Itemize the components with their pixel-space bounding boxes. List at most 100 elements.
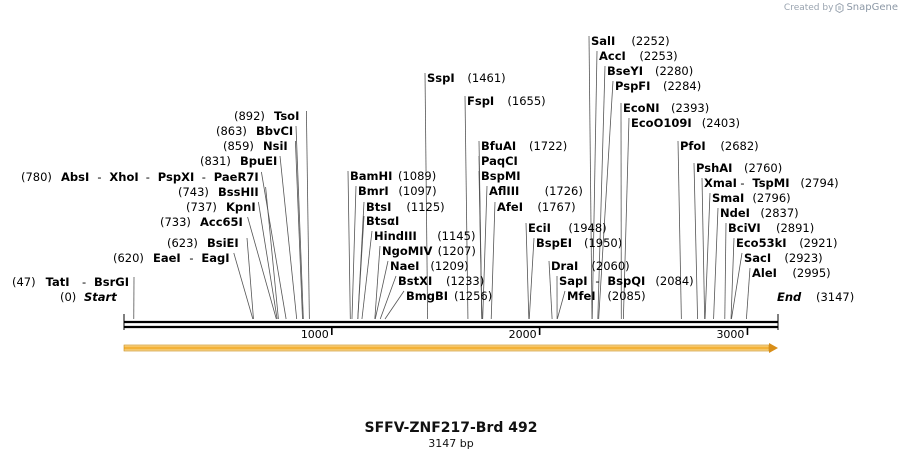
start-position: (0) bbox=[60, 290, 76, 304]
site-enzyme-name[interactable]: Eco53kI bbox=[736, 236, 787, 250]
site-enzyme-name[interactable]: BssHII bbox=[218, 185, 259, 199]
site-leader-line bbox=[424, 72, 429, 320]
site-position: (863) bbox=[216, 124, 247, 138]
site-enzyme-name[interactable]: AflIII bbox=[489, 184, 519, 198]
site-enzyme-name[interactable]: XhoI bbox=[109, 170, 138, 184]
site-enzyme-name[interactable]: PspXI bbox=[158, 170, 194, 184]
site-leader-line bbox=[591, 50, 598, 320]
site-enzyme-name[interactable]: BbvCI bbox=[256, 124, 293, 138]
site-leader-line bbox=[701, 177, 706, 320]
site-enzyme-name[interactable]: PshAI bbox=[696, 161, 732, 175]
site-leader-line bbox=[306, 110, 310, 320]
site-leader-line bbox=[724, 222, 727, 320]
site-leader-line bbox=[478, 170, 483, 320]
site-enzyme-name[interactable]: PaeR7I bbox=[214, 170, 259, 184]
site-position: (1125) bbox=[406, 200, 444, 214]
site-labels: (47) TatI - BsrGI(620) EaeI - EagI(623) BsiEI(7… bbox=[12, 34, 839, 303]
site-enzyme-name[interactable]: TatI bbox=[46, 275, 70, 289]
site-enzyme-name[interactable]: BsrGI bbox=[94, 275, 129, 289]
site-position: (2794) bbox=[800, 176, 838, 190]
site-position: (2284) bbox=[663, 79, 701, 93]
site-position: (1207) bbox=[438, 244, 476, 258]
site-leader-line bbox=[588, 35, 593, 320]
site-leader-line bbox=[693, 162, 698, 320]
site-enzyme-name[interactable]: EcoO109I bbox=[631, 116, 692, 130]
site-position: (2060) bbox=[591, 259, 629, 273]
site-position: (1256) bbox=[454, 289, 492, 303]
site-enzyme-name[interactable]: SmaI bbox=[712, 191, 744, 205]
site-enzyme-name[interactable]: EcoNI bbox=[623, 101, 659, 115]
site-enzyme-name[interactable]: BspQI bbox=[607, 274, 645, 288]
end-label: End bbox=[777, 290, 802, 304]
site-leader-line bbox=[598, 80, 614, 320]
site-position: (1722) bbox=[529, 139, 567, 153]
site-enzyme-name[interactable]: AbsI bbox=[61, 170, 89, 184]
site-enzyme-name[interactable]: BseYI bbox=[607, 64, 643, 78]
site-enzyme-name[interactable]: BtsαI bbox=[366, 214, 399, 228]
site-enzyme-name[interactable]: DraI bbox=[551, 259, 578, 273]
site-enzyme-name[interactable]: XmaI bbox=[704, 176, 737, 190]
site-enzyme-name[interactable]: BpuEI bbox=[240, 154, 277, 168]
site-enzyme-name[interactable]: SalI bbox=[591, 34, 615, 48]
site-enzyme-name[interactable]: TspMI bbox=[752, 176, 789, 190]
site-enzyme-name[interactable]: AleI bbox=[752, 266, 777, 280]
site-enzyme-name[interactable]: EagI bbox=[201, 251, 229, 265]
site-enzyme-name[interactable]: PspFI bbox=[615, 79, 650, 93]
site-leader-line bbox=[246, 237, 254, 320]
site-enzyme-name[interactable]: BtsI bbox=[366, 200, 391, 214]
site-enzyme-name[interactable]: AfeI bbox=[497, 200, 523, 214]
site-position: (2253) bbox=[639, 49, 677, 63]
site-enzyme-name[interactable]: EciI bbox=[528, 221, 551, 235]
site-position: (733) bbox=[160, 215, 191, 229]
site-position: (2891) bbox=[776, 221, 814, 235]
site-position: (2796) bbox=[752, 191, 790, 205]
site-leader-line bbox=[528, 237, 535, 320]
site-enzyme-name[interactable]: Acc65I bbox=[200, 215, 243, 229]
site-separator: - bbox=[82, 275, 86, 289]
feature-arrow[interactable] bbox=[123, 343, 778, 353]
site-enzyme-name[interactable]: SacI bbox=[744, 251, 771, 265]
site-enzyme-name[interactable]: NgoMIV bbox=[382, 244, 432, 258]
site-enzyme-name[interactable]: BmrI bbox=[358, 184, 389, 198]
site-position: (620) bbox=[113, 251, 144, 265]
site-position: (1767) bbox=[537, 200, 575, 214]
site-separator: - bbox=[97, 170, 101, 184]
site-enzyme-name[interactable]: KpnI bbox=[226, 200, 256, 214]
site-enzyme-name[interactable]: NsiI bbox=[263, 139, 288, 153]
site-enzyme-name[interactable]: BmgBI bbox=[406, 289, 448, 303]
site-leader-line bbox=[384, 290, 405, 320]
site-enzyme-name[interactable]: BciVI bbox=[728, 221, 761, 235]
site-enzyme-name[interactable]: NaeI bbox=[390, 259, 419, 273]
site-position: (780) bbox=[21, 170, 52, 184]
site-enzyme-name[interactable]: BamHI bbox=[350, 169, 392, 183]
site-leader-line bbox=[279, 155, 298, 320]
site-enzyme-name[interactable]: HindIII bbox=[374, 229, 417, 243]
site-leader-line bbox=[233, 252, 254, 320]
site-position: (1726) bbox=[545, 184, 583, 198]
site-enzyme-name[interactable]: FspI bbox=[467, 94, 494, 108]
site-leaders bbox=[133, 35, 751, 320]
site-enzyme-name[interactable]: MfeI bbox=[567, 289, 596, 303]
site-position: (1948) bbox=[568, 221, 606, 235]
site-position: (2760) bbox=[744, 161, 782, 175]
site-position: (892) bbox=[234, 109, 265, 123]
site-enzyme-name[interactable]: PfoI bbox=[680, 139, 706, 153]
start-label: Start bbox=[84, 290, 117, 304]
site-enzyme-name[interactable]: SapI bbox=[559, 274, 588, 288]
site-position: (1089) bbox=[398, 169, 436, 183]
site-separator: - bbox=[202, 170, 206, 184]
site-enzyme-name[interactable]: BfuAI bbox=[481, 139, 516, 153]
site-enzyme-name[interactable]: EaeI bbox=[153, 251, 181, 265]
restriction-map: 1000 2000 3000 (0) Start End (3147) (47) Ta… bbox=[12, 34, 854, 353]
site-enzyme-name[interactable]: AccI bbox=[599, 49, 626, 63]
site-enzyme-name[interactable]: TsoI bbox=[274, 109, 299, 123]
site-enzyme-name[interactable]: NdeI bbox=[720, 206, 750, 220]
site-position: (2995) bbox=[792, 266, 830, 280]
site-enzyme-name[interactable]: BspMI bbox=[481, 169, 521, 183]
map-title: SFFV-ZNF217-Brd 492 bbox=[364, 420, 538, 436]
site-enzyme-name[interactable]: BspEI bbox=[536, 236, 572, 250]
site-enzyme-name[interactable]: BsiEI bbox=[207, 236, 239, 250]
site-enzyme-name[interactable]: SspI bbox=[427, 71, 455, 85]
site-enzyme-name[interactable]: BstXI bbox=[398, 274, 432, 288]
site-enzyme-name[interactable]: PaqCI bbox=[481, 154, 518, 168]
